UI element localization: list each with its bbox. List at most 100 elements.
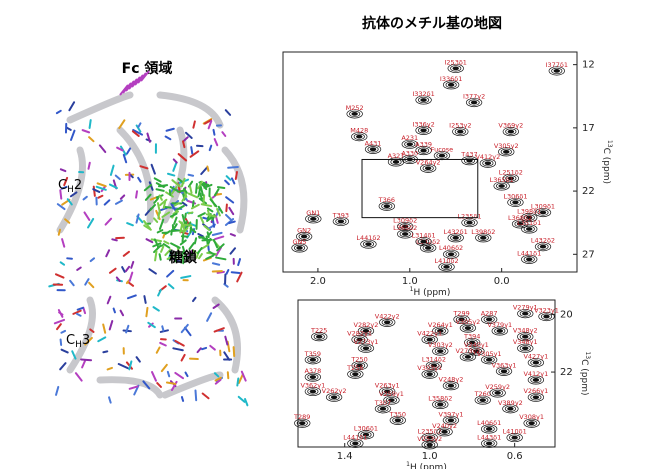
peak-contour	[498, 368, 510, 375]
peak-label: V412γ2	[475, 153, 500, 161]
peak-contour	[362, 240, 374, 248]
structure-stick	[75, 312, 82, 317]
peak-label: V303γ1	[417, 364, 442, 372]
peak-contour	[335, 218, 347, 225]
peak-contour	[437, 329, 444, 333]
peak-contour	[432, 326, 449, 336]
peak-label: L410δ1	[503, 428, 527, 436]
peak-contour	[434, 347, 446, 355]
peak-contour	[424, 246, 432, 250]
peak-label: V323γ1	[534, 307, 559, 315]
peak-contour	[351, 112, 358, 116]
peak-contour	[463, 157, 476, 164]
structure-stick	[102, 323, 107, 334]
peak-contour	[397, 229, 414, 239]
peak-contour	[464, 354, 472, 359]
structure-stick	[212, 128, 216, 136]
peak-label: L358δ2	[428, 394, 452, 402]
structure-stick	[196, 347, 202, 354]
peak-label: V308γ1	[519, 413, 544, 421]
peak-contour	[481, 314, 498, 324]
structure-stick	[119, 84, 129, 96]
structure-stick	[60, 329, 67, 334]
structure-stick	[221, 131, 227, 137]
structure-stick	[162, 243, 171, 249]
structure-stick	[225, 269, 230, 275]
spectrum-plot: I253δ1 I377δ1 I336δ1 I332δ1 I377γ2 M252 M428 I3…	[291, 58, 568, 272]
structure-stick	[111, 238, 118, 242]
structure-stick	[87, 217, 95, 229]
structure-stick	[132, 128, 144, 136]
structure-stick	[191, 249, 198, 254]
peak-contour	[447, 233, 464, 243]
peak-label: L242δ2	[416, 238, 440, 246]
peak-contour	[548, 66, 565, 76]
structure-stick	[217, 205, 224, 214]
peak-contour	[447, 418, 455, 423]
peak-label: GN5	[293, 238, 307, 246]
peak-contour	[527, 392, 545, 402]
peak-contour	[477, 234, 489, 241]
y-axis-label: 13C (ppm)	[602, 140, 614, 184]
structure-stick	[125, 324, 130, 334]
peak-contour	[442, 415, 460, 425]
structure-stick	[228, 220, 236, 225]
peak-contour	[309, 357, 317, 362]
peak-contour	[543, 314, 550, 319]
peak-label: L306δ1	[503, 192, 527, 200]
structure-stick	[153, 244, 162, 254]
structure-stick	[203, 119, 212, 125]
peak-contour	[430, 363, 438, 368]
structure-stick	[225, 213, 233, 221]
structure-stick	[208, 250, 216, 256]
structure-stick	[203, 183, 213, 189]
structure-stick	[57, 228, 62, 236]
peak-contour	[551, 67, 563, 75]
peak-contour	[532, 378, 540, 382]
peak-label: V248γ2	[439, 376, 464, 384]
peak-label: L410δ2	[434, 257, 458, 265]
structure-stick	[193, 237, 198, 245]
peak-label: I332δ1	[412, 90, 434, 98]
axis-label-text: H (ppm)	[410, 463, 447, 469]
peak-label: T394	[463, 332, 480, 340]
peak-label: V240γ2	[432, 422, 457, 430]
peak-contour	[464, 337, 481, 348]
structure-stick	[162, 200, 167, 209]
peak-contour	[298, 233, 310, 240]
structure-stick	[128, 271, 134, 282]
x-tick-label: 1.0	[422, 451, 438, 462]
structure-stick	[119, 194, 126, 200]
peak-contour	[447, 82, 455, 87]
structure-stick	[215, 246, 222, 257]
peak-contour	[307, 388, 319, 395]
peak-contour	[530, 376, 542, 384]
peak-contour	[496, 329, 503, 333]
peak-contour	[346, 109, 363, 119]
peak-contour	[360, 239, 377, 249]
peak-contour	[304, 386, 322, 397]
structure-stick	[179, 239, 187, 246]
structure-stick	[102, 350, 109, 354]
structure-stick	[186, 252, 194, 259]
structure-stick	[216, 270, 225, 274]
figure-title: 抗体のメチル基の地図	[362, 15, 502, 32]
x-axis-label: 1H (ppm)	[410, 286, 451, 298]
peak-contour	[351, 132, 368, 142]
peak-contour	[443, 264, 450, 269]
structure-stick	[119, 309, 125, 317]
structure-stick	[84, 336, 93, 346]
peak-label: L398δ2	[471, 228, 495, 236]
peak-contour	[415, 146, 432, 156]
peak-label: V305γ1	[477, 350, 502, 358]
structure-stick	[112, 307, 116, 314]
peak-contour	[337, 219, 345, 224]
structure-stick	[184, 371, 189, 378]
structure-stick	[160, 245, 165, 253]
structure-stick	[56, 203, 66, 211]
peak-contour	[489, 388, 506, 398]
peak-contour	[313, 333, 325, 340]
peak-label: L441δ1	[517, 249, 541, 257]
